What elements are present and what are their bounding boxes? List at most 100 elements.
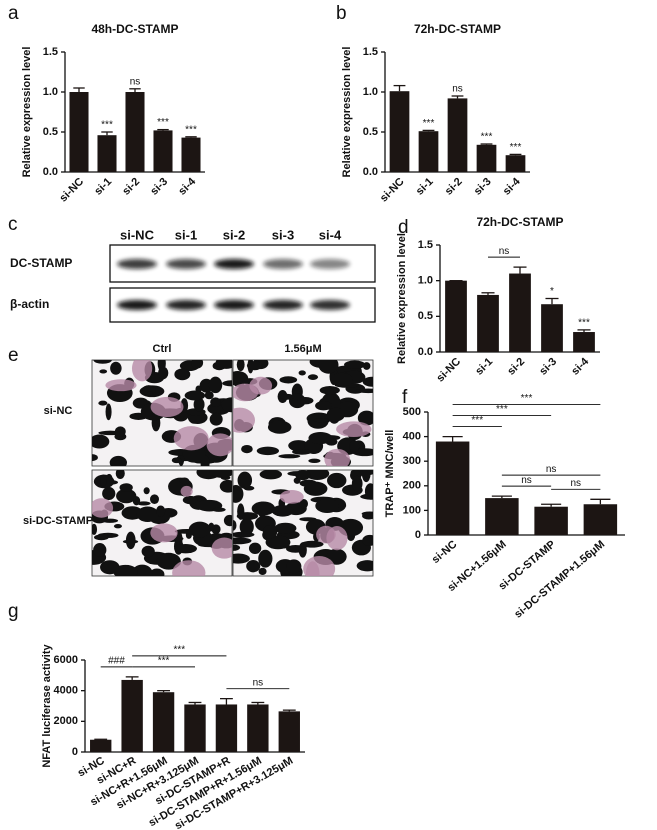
dark-cell	[344, 360, 366, 369]
y-tick-label: 4000	[54, 685, 78, 697]
dark-cell	[209, 470, 232, 478]
comparison-label: ***	[158, 656, 170, 667]
bar	[476, 144, 497, 172]
dark-cell	[98, 400, 108, 406]
y-axis-label: TRAP⁺ MNC/well	[384, 430, 396, 518]
micrograph-cells	[92, 360, 232, 466]
bar	[447, 98, 468, 172]
dark-cell	[94, 534, 109, 541]
y-tick-label: 0.5	[363, 126, 378, 138]
dark-cell	[233, 544, 241, 551]
micrograph-cells	[233, 360, 373, 466]
comparison-label: ***	[471, 415, 483, 426]
significance-label: ns	[452, 84, 463, 95]
dark-cell	[246, 360, 263, 371]
bar	[97, 135, 117, 172]
bar	[153, 130, 173, 172]
stained-cell	[173, 426, 209, 451]
bar	[418, 131, 439, 172]
dark-cell	[258, 567, 267, 576]
dark-cell	[191, 360, 204, 369]
dark-cell	[221, 397, 232, 413]
blot-band	[214, 300, 254, 310]
stained-cell	[233, 383, 259, 402]
bar	[445, 280, 467, 352]
dark-cell	[156, 552, 181, 570]
stained-cell	[92, 498, 114, 518]
y-axis-label: NFAT luciferase activity	[41, 643, 53, 767]
dark-cell	[362, 534, 373, 546]
dark-cell	[102, 486, 116, 501]
dark-cell	[286, 559, 302, 574]
significance-label: ***	[423, 118, 435, 129]
dark-cell	[212, 507, 226, 512]
dark-cell	[265, 535, 291, 550]
y-axis-label: Relative expression level	[21, 47, 33, 178]
blot-row-label: β-actin	[10, 297, 49, 311]
stained-cell	[305, 561, 320, 576]
bar	[573, 332, 595, 352]
bar	[181, 137, 201, 172]
bar	[541, 304, 563, 352]
micrograph-column-label: Ctrl	[153, 343, 172, 355]
dark-cell	[99, 369, 108, 374]
micrograph	[91, 469, 233, 577]
dark-cell	[150, 494, 159, 505]
dark-cell	[174, 368, 191, 381]
stained-cell	[105, 379, 137, 392]
dark-cell	[274, 522, 297, 534]
dark-cell	[262, 524, 278, 539]
dark-cell	[233, 519, 237, 531]
blot-band	[310, 259, 350, 269]
dark-cell	[136, 501, 151, 506]
dark-cell	[92, 434, 110, 449]
bar	[477, 294, 499, 352]
dark-cell	[174, 543, 197, 554]
y-axis-label: Relative expression level	[341, 47, 353, 178]
bar	[215, 704, 238, 752]
dark-cell	[297, 396, 314, 405]
blot-lane-label: si-3	[272, 227, 294, 242]
dark-cell	[158, 366, 169, 380]
dark-cell	[219, 479, 232, 493]
dark-cell	[114, 426, 126, 437]
significance-label: ***	[101, 120, 113, 131]
y-tick-label: 0.0	[363, 166, 378, 178]
dark-cell	[258, 549, 273, 568]
dark-cell	[305, 470, 330, 480]
blot-band	[214, 259, 254, 269]
dark-cell	[223, 514, 232, 527]
dark-cell	[236, 512, 259, 521]
dark-cell	[295, 470, 311, 481]
dark-cell	[204, 391, 214, 400]
bar	[505, 155, 526, 172]
panel-letter: a	[8, 3, 19, 24]
y-tick-label: 0.0	[43, 166, 58, 178]
dark-cell	[299, 517, 317, 522]
y-tick-label: 1.5	[418, 239, 433, 251]
dark-cell	[179, 477, 190, 485]
y-tick-label: 300	[403, 455, 421, 467]
dark-cell	[100, 560, 120, 575]
panel-letter: e	[8, 345, 19, 366]
bar	[389, 91, 410, 172]
stained-cell	[324, 448, 351, 466]
y-tick-label: 1.0	[43, 86, 58, 98]
chart-title: 72h-DC-STAMP	[414, 22, 501, 36]
dark-cell	[330, 372, 353, 387]
stained-cell	[150, 523, 178, 543]
blot-lane-label: si-1	[175, 227, 197, 242]
dark-cell	[298, 542, 307, 558]
dark-cell	[222, 380, 232, 387]
dark-cell	[361, 470, 371, 483]
bar	[534, 506, 568, 535]
y-tick-label: 1.5	[43, 46, 58, 58]
comparison-label: ###	[108, 656, 125, 667]
comparison-label: ***	[521, 393, 533, 404]
blot-band	[263, 300, 303, 310]
dark-cell	[210, 397, 221, 408]
blot-lane-label: si-4	[319, 227, 342, 242]
blot-lane-label: si-NC	[120, 227, 155, 242]
stained-cell	[279, 489, 304, 504]
panel-letter: g	[8, 601, 19, 622]
